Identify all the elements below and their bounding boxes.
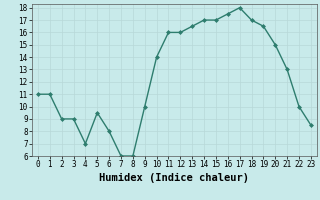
X-axis label: Humidex (Indice chaleur): Humidex (Indice chaleur) [100, 173, 249, 183]
